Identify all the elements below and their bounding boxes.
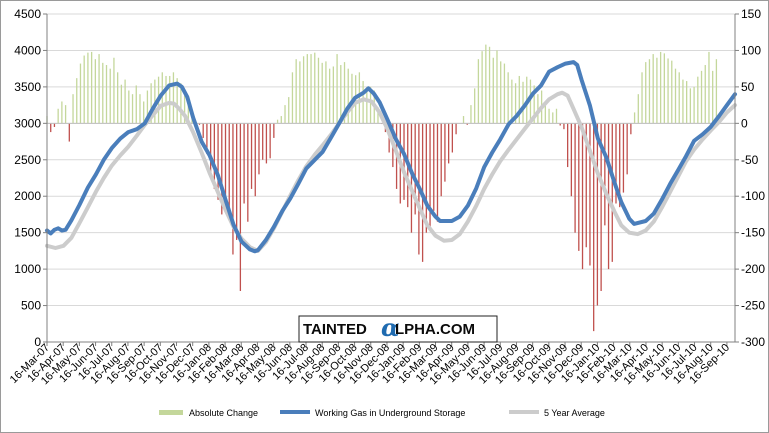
right-tick-label: -200 [741,262,765,276]
legend-label-absolute-change: Absolute Change [189,408,258,418]
left-tick-label: 1000 [14,262,41,276]
left-tick-label: 500 [21,299,41,313]
left-tick-label: 2000 [14,189,41,203]
right-tick-label: -100 [741,189,765,203]
left-tick-label: 4500 [14,7,41,21]
x-axis-ticks: 16-Mar-0716-Apr-0716-May-0716-Jun-0716-J… [8,342,732,388]
right-axis-ticks: -300 -250 -200 -150 -100 -50 0 50 100 150 [735,7,765,349]
left-axis-ticks: 0 500 1000 1500 2000 2500 3000 3500 4000 4500 [14,7,47,349]
left-tick-label: 0 [34,335,41,349]
right-tick-label: -300 [741,335,765,349]
line-working-gas [45,60,737,254]
left-tick-label: 2500 [14,153,41,167]
watermark-text-post: LPHA.COM [395,321,475,338]
absolute-change-bars [46,44,718,332]
right-tick-label: 100 [741,43,761,57]
axes [46,14,736,343]
right-tick-label: 150 [741,7,761,21]
watermark-box [298,315,498,343]
series-lines [45,60,737,254]
right-tick-label: -50 [741,153,759,167]
left-tick-label: 1500 [14,226,41,240]
watermark-text-pre: TAINTED [303,321,367,338]
legend: Absolute Change Working Gas in Undergrou… [159,408,605,418]
left-tick-label: 4000 [14,43,41,57]
right-tick-label: 0 [741,116,748,130]
watermark-alpha-logo: α [381,313,399,342]
watermark: TAINTED α LPHA.COM [298,313,498,343]
gridlines [47,13,735,343]
legend-swatch-absolute-change [159,410,183,415]
right-tick-label: -250 [741,299,765,313]
line-5-year-average [45,90,737,253]
legend-label-working-gas: Working Gas in Underground Storage [315,408,465,418]
legend-label-5-year-average: 5 Year Average [544,408,605,418]
right-tick-label: 50 [741,80,755,94]
left-tick-label: 3500 [14,80,41,94]
right-tick-label: -150 [741,226,765,240]
left-tick-label: 3000 [14,116,41,130]
